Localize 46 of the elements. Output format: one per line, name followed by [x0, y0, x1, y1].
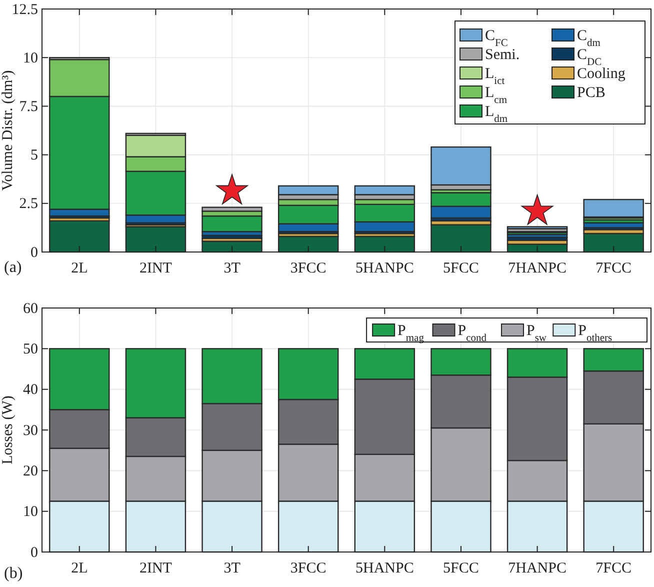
y-tick-label: 7.5: [19, 99, 38, 115]
x-tick-label: 7HANPC: [508, 560, 566, 577]
y-tick-label: 20: [23, 463, 38, 480]
y-tick-label: 40: [23, 382, 38, 398]
y-tick-label: 10: [23, 50, 38, 66]
x-tick-label: 5HANPC: [355, 260, 414, 277]
y-axis-title: Volume Distr. (dm³): [0, 70, 16, 191]
x-tick-label: 3FCC: [290, 260, 326, 277]
y-tick-label: 10: [23, 504, 38, 520]
legend-label: L$_{cm}$: [485, 85, 507, 106]
x-tick-label: 7FCC: [596, 560, 632, 577]
x-tick-label: 3T: [224, 260, 240, 277]
x-tick-label: 2L: [71, 260, 88, 277]
legend-label: P$_{mag}$: [398, 323, 425, 344]
y-tick-label: 50: [23, 341, 38, 358]
y-tick-label: 0: [30, 244, 38, 261]
x-tick-label: 2INT: [139, 560, 172, 577]
legend-label: L$_{ict}$: [485, 66, 505, 86]
legend-label: Cooling: [577, 66, 626, 82]
legend-label: C$_{FC}$: [485, 28, 508, 48]
x-tick-label: 2INT: [139, 260, 172, 277]
legend-label: P$_{others}$: [578, 323, 612, 344]
y-tick-label: 60: [23, 300, 38, 317]
x-tick-label: 5HANPC: [355, 560, 414, 577]
legend-label: PCB: [577, 85, 606, 101]
legend-label: Semi.: [485, 47, 520, 63]
x-tick-label: 5FCC: [443, 560, 479, 577]
text: (b): [4, 565, 23, 582]
y-tick-label: 12.5: [12, 2, 38, 18]
y-tick-label: 2.5: [19, 196, 38, 212]
y-tick-label: 0: [30, 544, 38, 561]
legend-label: P$_{sw}$: [526, 323, 547, 344]
x-tick-label: 7HANPC: [508, 260, 566, 277]
x-tick-label: 2L: [71, 560, 88, 577]
x-tick-label: 3T: [224, 560, 240, 577]
y-tick-label: 30: [23, 422, 38, 439]
legend-label: P$_{cond}$: [458, 323, 488, 344]
x-tick-label: 7FCC: [596, 260, 632, 277]
x-tick-label: 3FCC: [290, 560, 326, 577]
legend-label: L$_{dm}$: [485, 104, 508, 124]
y-axis-title: Losses (W): [0, 396, 16, 464]
x-tick-label: 5FCC: [443, 260, 479, 277]
text: (a): [4, 259, 22, 276]
legend-label: C$_{DC}$: [577, 47, 602, 68]
legend-label: C$_{dm}$: [577, 28, 600, 48]
y-tick-label: 5: [30, 148, 38, 164]
